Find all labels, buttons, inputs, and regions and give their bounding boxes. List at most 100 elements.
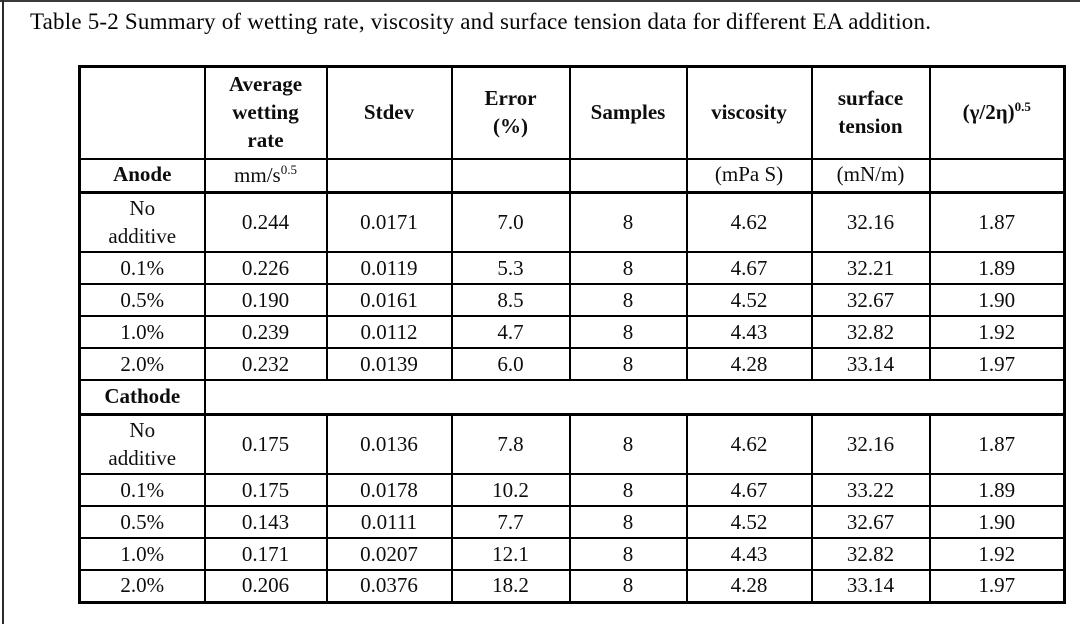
table-cell: 4.52 [685, 505, 813, 540]
table-cell: (mPa S) [685, 157, 813, 194]
table-row: No additive 0.244 0.0171 7.0 8 4.62 32.16 1.87 [78, 191, 1066, 254]
table-cell: 32.67 [810, 505, 931, 540]
table-cell: 33.14 [810, 569, 931, 604]
row-label: Anode [78, 157, 206, 194]
table-cell: 1.90 [928, 283, 1066, 318]
table-cell: 8 [568, 315, 688, 350]
table-row: No additive 0.175 0.0136 7.8 8 4.62 32.16 1.87 [78, 413, 1066, 476]
table-cell: 0.244 [203, 191, 328, 254]
units-row: Anode mm/s0.5 (mPa S) (mN/m) [78, 157, 1066, 194]
table-cell: 0.0171 [325, 191, 453, 254]
scan-edge-left-line [2, 0, 4, 624]
column-header: Error (%) [450, 65, 571, 160]
table-cell [568, 157, 688, 194]
column-header: Average wetting rate [203, 65, 328, 160]
row-label: No additive [78, 413, 206, 476]
column-header: (γ/2η)0.5 [928, 65, 1066, 160]
table-cell: 4.28 [685, 569, 813, 604]
table-cell: 33.22 [810, 473, 931, 508]
section-spacer-cell [203, 379, 1066, 416]
table-cell: 6.0 [450, 347, 571, 382]
table-cell: 32.67 [810, 283, 931, 318]
table-cell: 0.190 [203, 283, 328, 318]
table-body: Anode mm/s0.5 (mPa S) (mN/m) No additive 0.24… [78, 157, 1066, 604]
table-cell: 1.97 [928, 569, 1066, 604]
table-cell: 8 [568, 191, 688, 254]
table-cell: 32.16 [810, 413, 931, 476]
table-cell: 5.3 [450, 251, 571, 286]
row-label: 0.1% [78, 473, 206, 508]
table-cell: mm/s0.5 [203, 157, 328, 194]
table-row: 0.5% 0.190 0.0161 8.5 8 4.52 32.67 1.90 [78, 283, 1066, 318]
column-header: surface tension [810, 65, 931, 160]
table-cell: 0.143 [203, 505, 328, 540]
scan-edge-top-line [0, 0, 1080, 2]
table-cell: 4.43 [685, 315, 813, 350]
table-cell: 0.175 [203, 413, 328, 476]
table-cell: 8 [568, 251, 688, 286]
table-row: 1.0% 0.239 0.0112 4.7 8 4.43 32.82 1.92 [78, 315, 1066, 350]
table-cell: 32.16 [810, 191, 931, 254]
table-cell: (mN/m) [810, 157, 931, 194]
superscript: 0.5 [280, 161, 297, 177]
table-cell [928, 157, 1066, 194]
row-label: Cathode [78, 379, 206, 416]
table-cell: 0.239 [203, 315, 328, 350]
table-cell: 4.67 [685, 251, 813, 286]
table-cell: 0.0119 [325, 251, 453, 286]
table-cell: 4.62 [685, 413, 813, 476]
row-label: 2.0% [78, 569, 206, 604]
table-row: 2.0% 0.232 0.0139 6.0 8 4.28 33.14 1.97 [78, 347, 1066, 382]
table-cell: 0.0161 [325, 283, 453, 318]
column-header: viscosity [685, 65, 813, 160]
table-cell: 0.0139 [325, 347, 453, 382]
table-cell: 0.206 [203, 569, 328, 604]
table-row: 0.1% 0.175 0.0178 10.2 8 4.67 33.22 1.89 [78, 473, 1066, 508]
table-cell: 7.7 [450, 505, 571, 540]
table-cell: 8 [568, 569, 688, 604]
table-cell: 0.0112 [325, 315, 453, 350]
table-cell [325, 157, 453, 194]
table-cell: 33.14 [810, 347, 931, 382]
table-cell: 18.2 [450, 569, 571, 604]
table-cell: 32.82 [810, 315, 931, 350]
table-row: 2.0% 0.206 0.0376 18.2 8 4.28 33.14 1.97 [78, 569, 1066, 604]
table-cell: 8 [568, 347, 688, 382]
table-row: 0.5% 0.143 0.0111 7.7 8 4.52 32.67 1.90 [78, 505, 1066, 540]
table-cell: 4.43 [685, 537, 813, 572]
table-cell: 8 [568, 505, 688, 540]
header-row: Average wetting rate Stdev Error (%) Sample… [78, 65, 1066, 160]
table-cell: 0.0207 [325, 537, 453, 572]
table-cell [450, 157, 571, 194]
data-table: Average wetting rate Stdev Error (%) Sample… [78, 65, 1066, 605]
table-cell: 4.28 [685, 347, 813, 382]
table-cell: 1.92 [928, 315, 1066, 350]
table-cell: 32.21 [810, 251, 931, 286]
table-cell: 8 [568, 537, 688, 572]
table-cell: 8 [568, 283, 688, 318]
table-cell: 1.87 [928, 413, 1066, 476]
table-caption: Table 5-2 Summary of wetting rate, visco… [30, 9, 932, 34]
table-cell: 8 [568, 413, 688, 476]
table-cell: 0.0178 [325, 473, 453, 508]
table-cell: 10.2 [450, 473, 571, 508]
table-cell: 8 [568, 473, 688, 508]
table-cell: 4.7 [450, 315, 571, 350]
table-cell: 4.67 [685, 473, 813, 508]
table-cell: 0.232 [203, 347, 328, 382]
table-cell: 1.97 [928, 347, 1066, 382]
table-cell: 32.82 [810, 537, 931, 572]
table-cell: 0.0136 [325, 413, 453, 476]
column-header [78, 65, 206, 160]
row-label: 0.1% [78, 251, 206, 286]
table-cell: 0.0111 [325, 505, 453, 540]
table-cell: 7.0 [450, 191, 571, 254]
table-cell: 8.5 [450, 283, 571, 318]
column-header: Stdev [325, 65, 453, 160]
table-cell: 1.92 [928, 537, 1066, 572]
table-cell: 4.52 [685, 283, 813, 318]
row-label: 0.5% [78, 505, 206, 540]
table-cell: 0.175 [203, 473, 328, 508]
section-row: Cathode [78, 379, 1066, 416]
table-cell: 0.226 [203, 251, 328, 286]
